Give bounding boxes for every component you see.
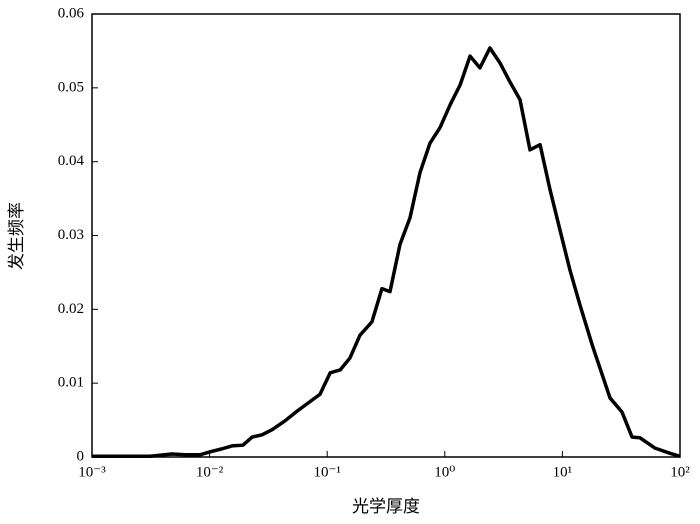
x-tick-label: 10⁻² <box>196 464 224 480</box>
data-line <box>92 46 681 459</box>
y-tick-label: 0.01 <box>58 375 84 391</box>
x-tick-label: 10⁻³ <box>78 464 106 480</box>
x-tick-label: 10⁻¹ <box>313 464 340 480</box>
y-tick-label: 0 <box>77 448 85 464</box>
y-axis-label: 发生频率 <box>7 202 26 270</box>
y-tick-label: 0.06 <box>58 5 85 21</box>
y-tick-label: 0.03 <box>58 227 84 243</box>
x-tick-label: 10¹ <box>553 464 573 480</box>
x-axis-label: 光学厚度 <box>352 497 420 516</box>
y-tick-label: 0.04 <box>58 153 85 169</box>
x-tick-label: 10⁰ <box>434 464 455 480</box>
y-tick-label: 0.05 <box>58 79 84 95</box>
x-tick-label: 10² <box>670 464 690 480</box>
y-tick-label: 0.02 <box>58 301 84 317</box>
plot-frame <box>91 13 681 458</box>
